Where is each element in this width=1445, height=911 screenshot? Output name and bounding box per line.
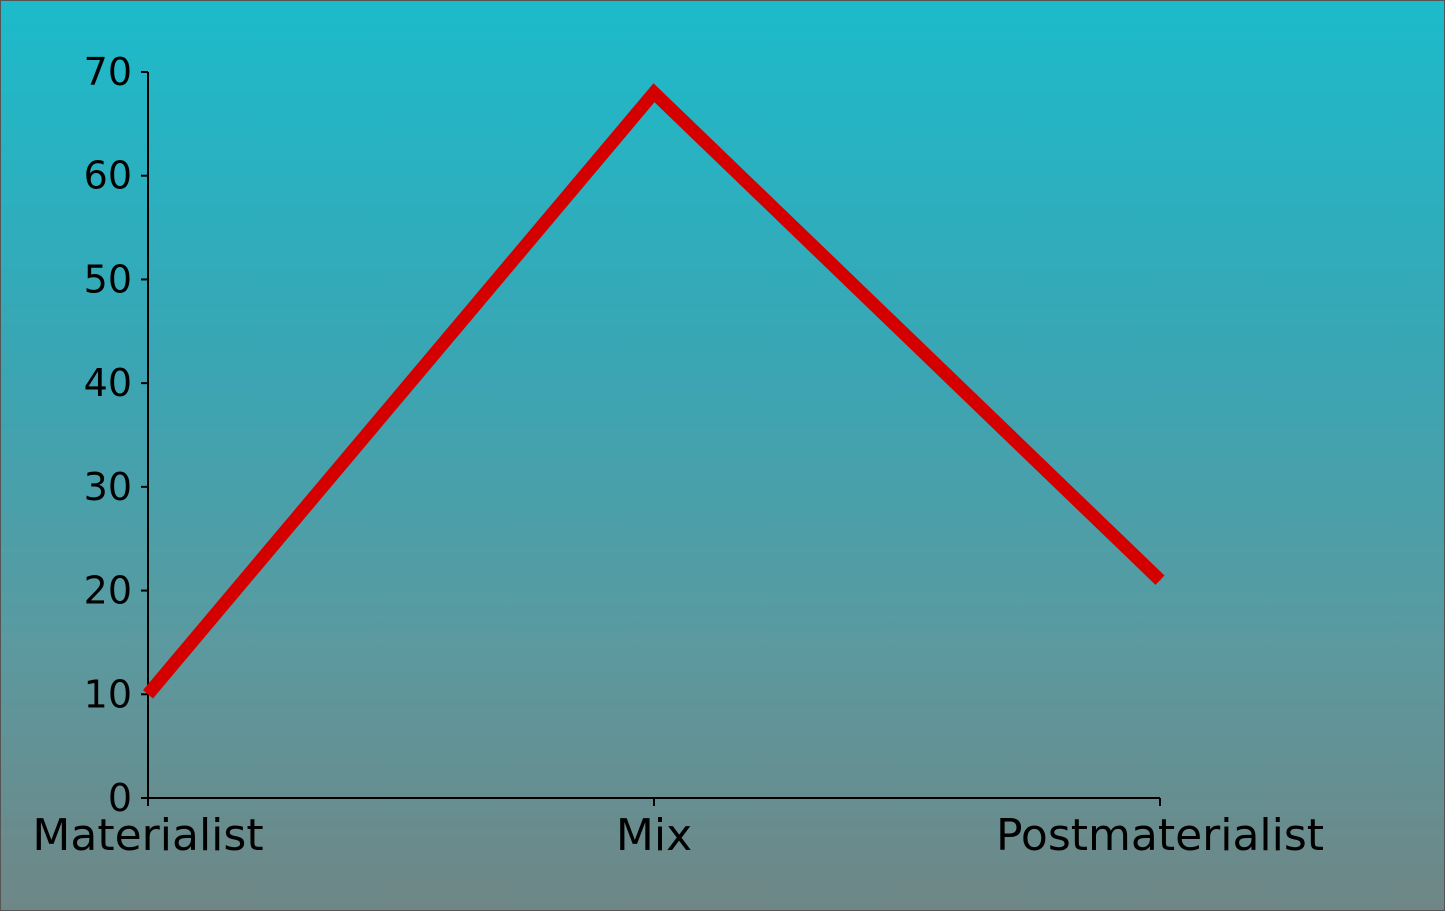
x-category-label: Postmaterialist — [996, 810, 1324, 861]
y-tick-label: 60 — [84, 154, 132, 198]
data-point — [1159, 579, 1161, 581]
y-tick-label: 70 — [84, 50, 132, 94]
x-category-label: Materialist — [32, 810, 263, 861]
x-axis-ticks: Materialist Mix Postmaterialist — [32, 798, 1324, 861]
y-tick-label: 20 — [84, 569, 132, 613]
y-tick-label: 40 — [84, 361, 132, 405]
y-tick-label: 10 — [84, 672, 132, 716]
data-point — [653, 92, 655, 94]
y-tick-label: 0 — [108, 776, 132, 820]
data-point — [147, 693, 149, 695]
series-layer — [143, 83, 1165, 699]
y-tick-label: 30 — [84, 465, 132, 509]
y-axis-ticks: 0 10 20 30 40 50 60 70 — [84, 50, 148, 820]
y-tick-label: 50 — [84, 257, 132, 301]
series-line — [143, 83, 1165, 699]
x-category-label: Mix — [616, 810, 692, 861]
